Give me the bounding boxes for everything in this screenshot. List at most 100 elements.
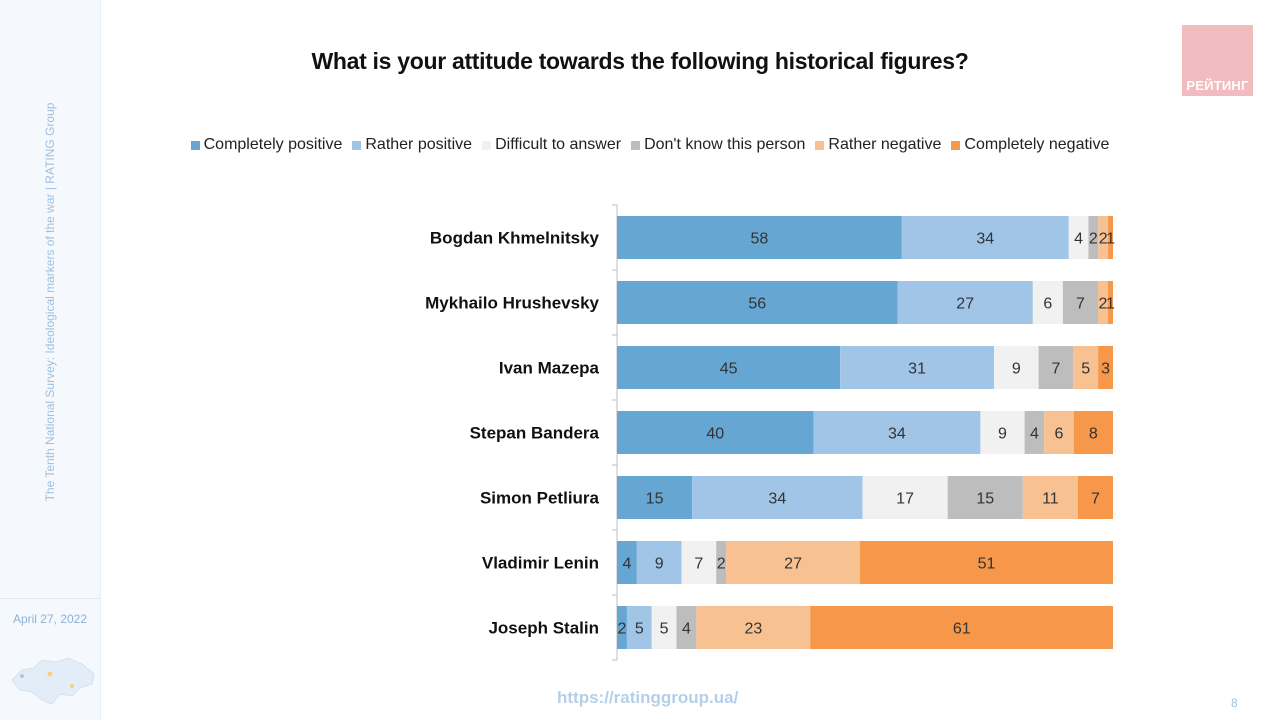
bar-segment	[716, 541, 727, 584]
legend-item: Completely negative	[951, 136, 1109, 154]
data-label: 2	[1099, 231, 1108, 248]
data-label: 7	[1076, 296, 1085, 313]
bar-segment	[1032, 281, 1063, 324]
bar-segment	[626, 606, 652, 649]
bar-segment	[617, 476, 693, 519]
data-label: 4	[1074, 231, 1083, 248]
chart-title: What is your attitude towards the follow…	[311, 48, 969, 74]
legend-swatch	[815, 140, 825, 150]
bar-segment	[813, 411, 981, 454]
data-label: 2	[1089, 231, 1098, 248]
data-label: 15	[976, 491, 994, 508]
page-number: 8	[1231, 696, 1238, 710]
data-label: 4	[622, 556, 631, 573]
data-label: 4	[1030, 426, 1039, 443]
data-label: 4	[682, 621, 691, 638]
data-label: 7	[1091, 491, 1100, 508]
legend-item: Don't know this person	[631, 136, 805, 154]
data-label: 9	[655, 556, 664, 573]
bar-segment	[901, 216, 1069, 259]
bar-segment	[993, 346, 1039, 389]
bar-segment	[840, 346, 994, 389]
data-label: 58	[751, 231, 769, 248]
bar-segment	[1038, 346, 1074, 389]
bar-segment	[1068, 216, 1089, 259]
bar-segment	[860, 541, 1113, 584]
bar-segment	[617, 281, 898, 324]
legend-label: Rather negative	[828, 136, 942, 153]
legend-item: Difficult to answer	[482, 136, 621, 154]
data-label: 45	[720, 361, 738, 378]
bar-segment	[897, 281, 1033, 324]
website-link[interactable]: https://ratinggroup.ua/	[557, 688, 739, 707]
data-label: 11	[1042, 491, 1059, 508]
bar-segment	[1088, 216, 1099, 259]
sidebar: The Tenth National Survey: Ideological m…	[0, 0, 101, 720]
bar-segment	[1044, 411, 1074, 454]
legend-swatch	[190, 140, 200, 150]
data-label: 8	[1089, 426, 1098, 443]
bar-segment	[692, 476, 863, 519]
chart-legend: Completely positive Rather positive Diffic…	[100, 136, 1200, 154]
data-label: 2	[1099, 296, 1108, 313]
data-label: 2	[717, 556, 726, 573]
bar-segment	[617, 606, 627, 649]
legend-swatch	[352, 140, 362, 150]
bar-segment	[1077, 476, 1113, 519]
legend-item: Completely positive	[190, 136, 343, 154]
bar-segment	[617, 346, 841, 389]
bar-segment	[1107, 281, 1113, 324]
bar-segment	[636, 541, 682, 584]
category-label: Mykhailo Hrushevsky	[425, 294, 599, 313]
bar-segment	[1062, 281, 1098, 324]
data-label: 2	[618, 621, 627, 638]
bar-segment	[617, 216, 902, 259]
data-label: 34	[888, 426, 906, 443]
legend-label: Rather positive	[365, 136, 473, 153]
bar-segment	[810, 606, 1113, 649]
data-label: 27	[956, 296, 974, 313]
bar-segment	[1024, 411, 1045, 454]
bar-segment	[1108, 216, 1113, 259]
legend-item: Rather positive	[352, 136, 472, 154]
legend-label: Completely positive	[203, 136, 343, 153]
data-label: 7	[1052, 361, 1061, 378]
category-label: Vladimir Lenin	[482, 554, 599, 573]
legend-label: Difficult to answer	[495, 136, 622, 153]
data-label: 34	[976, 231, 994, 248]
bar-segment	[651, 606, 677, 649]
category-label: Bogdan Khmelnitsky	[430, 229, 600, 248]
bar-segment	[1073, 346, 1099, 389]
legend-item: Rather negative	[815, 136, 941, 154]
data-label: 31	[908, 361, 926, 378]
bar-segment	[1073, 411, 1113, 454]
data-label: 5	[635, 621, 644, 638]
legend-swatch	[631, 140, 641, 150]
data-label: 1	[1106, 231, 1115, 248]
data-label: 34	[768, 491, 786, 508]
data-label: 6	[1043, 296, 1052, 313]
logo-text: РЕЙТИНГ	[1186, 78, 1249, 93]
data-label: 40	[706, 426, 724, 443]
data-label: 51	[978, 556, 996, 573]
sidebar-divider	[0, 598, 100, 599]
data-label: 27	[784, 556, 802, 573]
bar-segment	[980, 411, 1025, 454]
data-label: 61	[953, 621, 971, 638]
data-label: 15	[646, 491, 664, 508]
data-label: 3	[1101, 361, 1110, 378]
legend-swatch	[482, 140, 492, 150]
bar-segment	[696, 606, 811, 649]
data-label: 5	[660, 621, 669, 638]
category-label: Simon Petliura	[480, 489, 600, 508]
bar-segment	[617, 411, 814, 454]
bar-segment	[676, 606, 697, 649]
data-label: 9	[1012, 361, 1021, 378]
category-label: Ivan Mazepa	[499, 359, 600, 378]
bar-segment	[726, 541, 861, 584]
legend-label: Don't know this person	[644, 136, 806, 153]
bar-segment	[1098, 346, 1113, 389]
data-label: 9	[998, 426, 1007, 443]
category-label: Joseph Stalin	[488, 619, 599, 638]
